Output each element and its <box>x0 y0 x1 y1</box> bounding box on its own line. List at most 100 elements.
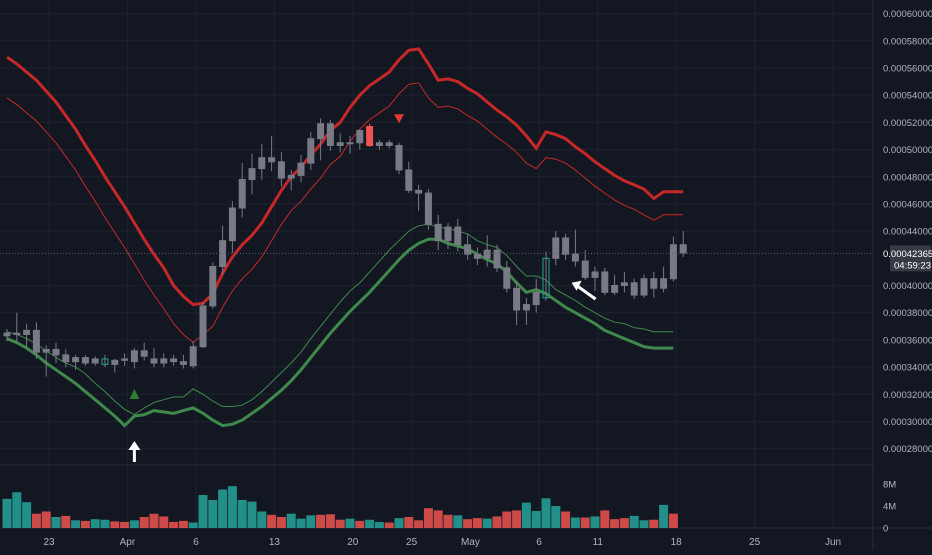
current-price-label: 0.00042365 <box>883 249 932 260</box>
candle[interactable] <box>52 342 60 364</box>
candle[interactable] <box>326 119 334 151</box>
volume-bar <box>551 506 561 528</box>
candle-body <box>130 350 138 363</box>
candle-body <box>150 358 158 364</box>
candle[interactable] <box>101 354 109 368</box>
volume-bar <box>296 518 306 528</box>
candle[interactable] <box>81 354 89 366</box>
volume-bar <box>276 517 286 528</box>
candle[interactable] <box>464 233 472 260</box>
volume-bar <box>610 519 620 528</box>
candle[interactable] <box>454 218 462 252</box>
candle[interactable] <box>424 188 432 230</box>
candle[interactable] <box>650 271 658 298</box>
volume-bar <box>208 499 218 528</box>
volume-bar <box>561 511 571 528</box>
volume-bar <box>267 514 277 528</box>
candle[interactable] <box>121 353 129 366</box>
candle[interactable] <box>552 231 560 266</box>
candle-body <box>513 287 521 311</box>
candle[interactable] <box>640 274 648 298</box>
candle[interactable] <box>13 312 21 343</box>
candle[interactable] <box>111 358 119 373</box>
candle[interactable] <box>513 281 521 325</box>
candle[interactable] <box>601 267 609 296</box>
candle[interactable] <box>346 135 354 154</box>
volume-bar <box>482 518 492 528</box>
candle[interactable] <box>91 356 99 366</box>
candle[interactable] <box>238 163 246 218</box>
candle[interactable] <box>522 297 530 325</box>
candle-layer[interactable] <box>3 118 687 377</box>
candle-body <box>179 361 187 365</box>
candle[interactable] <box>199 301 207 349</box>
candle-body <box>3 332 11 337</box>
candle-body <box>336 142 344 146</box>
candle-body <box>297 162 305 176</box>
candle[interactable] <box>268 135 276 172</box>
candle-body <box>287 174 295 179</box>
candle[interactable] <box>189 341 197 369</box>
candle[interactable] <box>3 329 11 342</box>
volume-tick-label: 4M <box>883 502 896 513</box>
candle[interactable] <box>336 133 344 153</box>
candle[interactable] <box>532 278 540 313</box>
candle[interactable] <box>297 155 305 183</box>
candle[interactable] <box>483 235 491 267</box>
candle[interactable] <box>660 266 668 293</box>
candle[interactable] <box>473 247 481 266</box>
volume-layer <box>2 486 678 528</box>
volume-bar <box>198 495 208 528</box>
candle[interactable] <box>62 349 70 368</box>
price-tick-label: 0.00040000 <box>883 281 932 292</box>
candle[interactable] <box>434 214 442 251</box>
candle[interactable] <box>581 250 589 281</box>
candle[interactable] <box>209 262 217 309</box>
candle[interactable] <box>287 169 295 191</box>
candle[interactable] <box>160 353 168 368</box>
candle[interactable] <box>317 118 325 161</box>
candle[interactable] <box>72 354 80 370</box>
candle[interactable] <box>620 271 628 293</box>
volume-bar <box>129 520 139 528</box>
candle[interactable] <box>258 144 266 180</box>
candle[interactable] <box>42 345 50 377</box>
candle[interactable] <box>140 342 148 361</box>
candle[interactable] <box>669 236 677 282</box>
candle[interactable] <box>591 266 599 291</box>
candle[interactable] <box>23 323 31 347</box>
candle[interactable] <box>277 152 285 187</box>
candle[interactable] <box>611 274 619 296</box>
candle[interactable] <box>542 251 550 301</box>
candle[interactable] <box>375 140 383 150</box>
candle[interactable] <box>228 201 236 253</box>
candle[interactable] <box>170 354 178 366</box>
candle[interactable] <box>395 142 403 175</box>
candle[interactable] <box>679 231 687 257</box>
candle[interactable] <box>366 123 374 147</box>
volume-bar <box>149 513 159 528</box>
candle[interactable] <box>503 261 511 293</box>
candle[interactable] <box>415 184 423 211</box>
candle[interactable] <box>307 131 315 170</box>
upper-band-inner-line <box>6 82 684 344</box>
candle[interactable] <box>356 129 364 150</box>
candle[interactable] <box>150 348 158 368</box>
candle[interactable] <box>130 348 138 369</box>
candle-body <box>375 142 383 146</box>
candle[interactable] <box>493 244 501 272</box>
candle[interactable] <box>385 140 393 149</box>
candle[interactable] <box>562 233 570 260</box>
candle[interactable] <box>405 161 413 194</box>
candle[interactable] <box>444 222 452 249</box>
candle[interactable] <box>32 322 40 359</box>
candle[interactable] <box>179 354 187 369</box>
volume-bar <box>472 518 482 528</box>
candle[interactable] <box>248 153 256 195</box>
candle-body <box>81 357 89 364</box>
axis-layer[interactable]: 0.00028000 0.00030000 0.00032000 0.00034000… <box>0 9 932 548</box>
candle[interactable] <box>630 278 638 300</box>
candle[interactable] <box>571 229 579 267</box>
